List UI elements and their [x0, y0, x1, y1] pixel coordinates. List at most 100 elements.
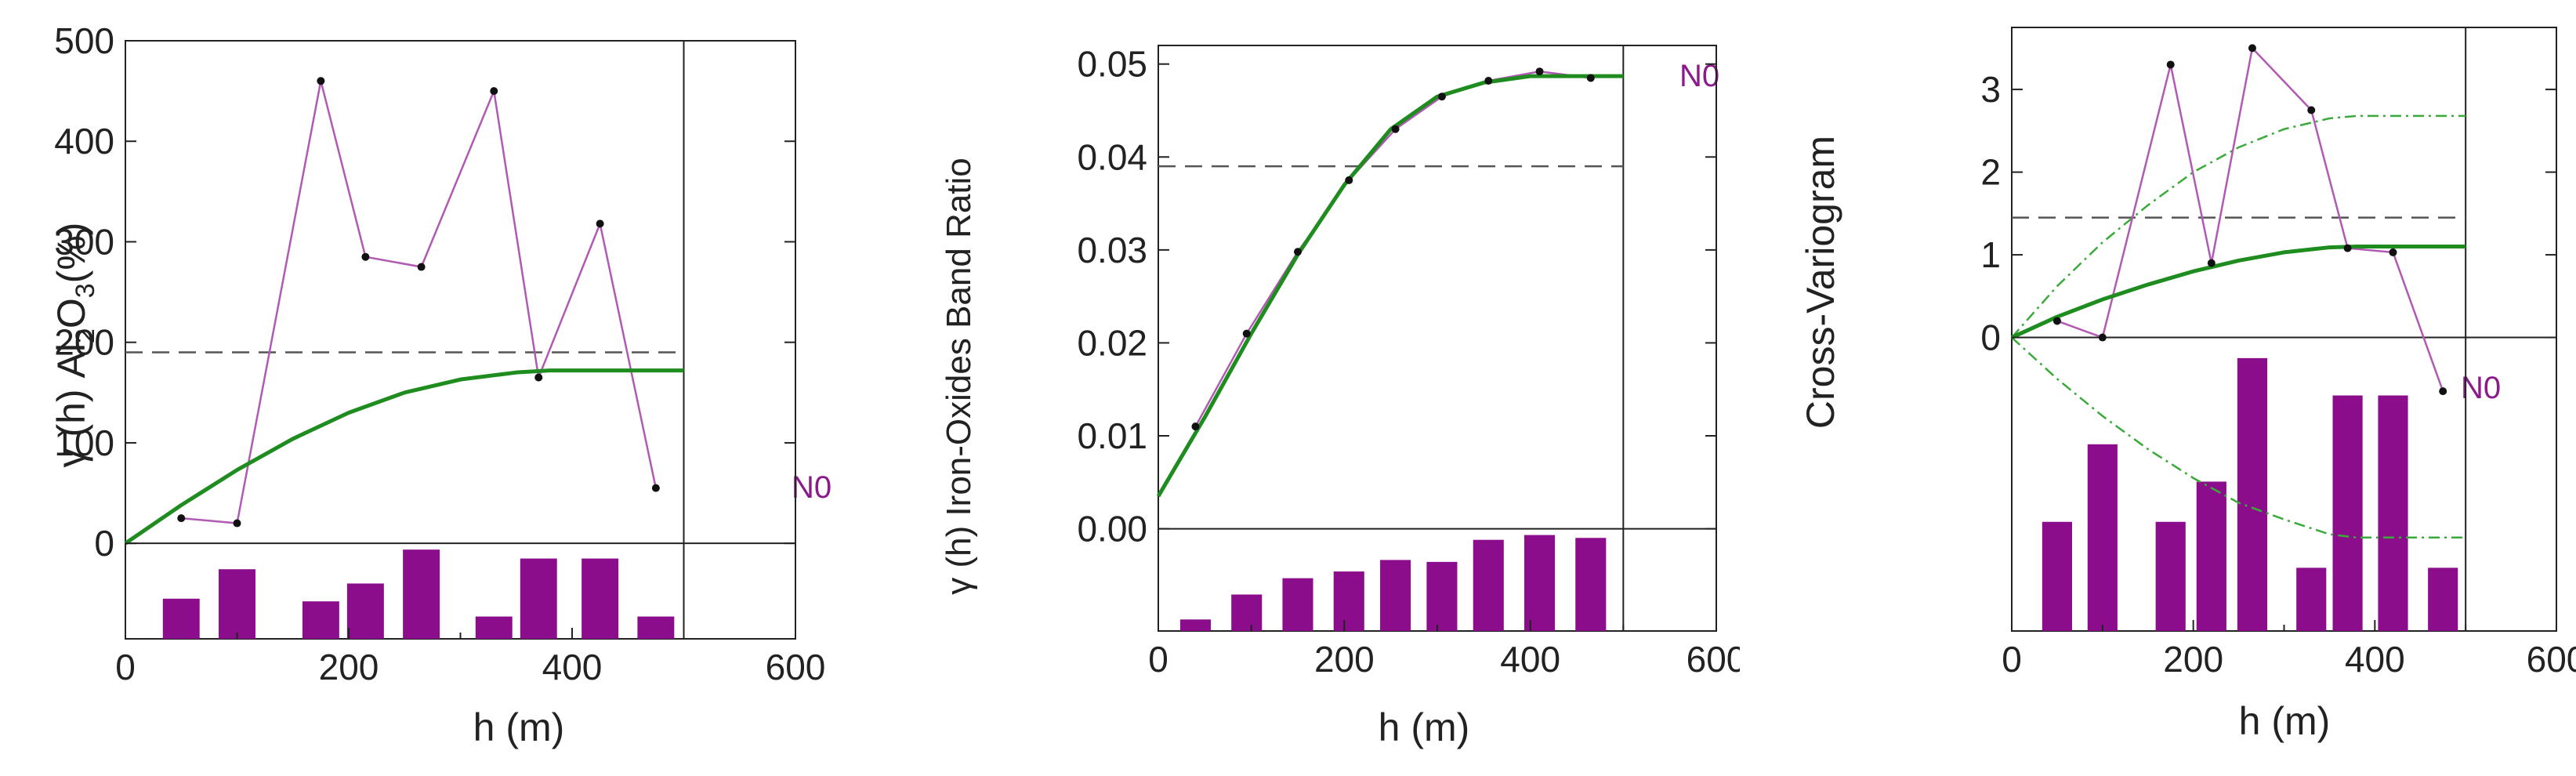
iron-oxides-pair-count-bar: [1426, 561, 1458, 631]
iron-oxides-y-tick-label: 0.04: [1077, 136, 1147, 177]
cross-variogram-pair-count-bar: [2155, 521, 2186, 631]
cross-variogram-experimental-line: [2056, 45, 2444, 392]
cross-variogram-pair-count-bar: [2196, 481, 2226, 631]
cross-variogram-chart: Cross-Variogram h (m) N0 0 200 400 600 0 1 2 3: [1799, 27, 2576, 743]
cross-variogram-x-tick-label: 400: [2345, 639, 2405, 680]
iron-oxides-x-tick-label: 400: [1500, 639, 1560, 680]
iron-oxides-y-tick-label: 0.03: [1077, 230, 1147, 270]
al2o3-experimental-point: [177, 514, 186, 523]
cross-variogram-model-line: [2010, 245, 2466, 339]
al2o3-n0-annotation: N0: [792, 470, 831, 505]
al2o3-pair-count-bar: [582, 558, 619, 639]
cross-variogram-experimental-point: [2343, 244, 2352, 252]
iron-oxides-experimental-point: [1586, 74, 1595, 82]
al2o3-variogram-chart: γ (h) Al2O3(%) h (m) N0 0 200 400 600 0 100 20…: [49, 20, 831, 749]
al2o3-pair-count-bar: [475, 616, 513, 639]
cross-variogram-y-tick-label: 1: [1980, 234, 2001, 275]
cross-variogram-experimental-point: [2098, 333, 2107, 342]
iron-oxides-pair-count-bar: [1282, 578, 1313, 631]
iron-oxides-x-tick-label: 0: [1148, 639, 1168, 680]
cross-variogram-pair-count-bar: [2237, 357, 2268, 631]
iron-oxides-y-axis-label: γ (h) Iron-Oxides Band Ratio: [940, 158, 978, 595]
al2o3-experimental-point: [596, 219, 604, 228]
al2o3-experimental-point: [233, 519, 241, 528]
al2o3-experimental-point: [651, 484, 660, 492]
al2o3-experimental-point: [317, 77, 325, 85]
al2o3-x-tick-label: 0: [115, 647, 136, 687]
cross-variogram-x-tick-label: 200: [2163, 639, 2223, 680]
iron-oxides-pair-count-bar: [1473, 539, 1504, 631]
iron-oxides-pair-count-bar: [1575, 538, 1607, 631]
al2o3-y-tick-label: 100: [54, 422, 114, 463]
iron-oxides-x-axis-label: h (m): [1379, 705, 1470, 749]
al2o3-experimental-point: [417, 263, 426, 271]
cross-variogram-envelope-upper-line: [2011, 114, 2466, 339]
cross-variogram-pair-count-bar: [2332, 395, 2363, 631]
cross-variogram-experimental-point: [2389, 248, 2397, 256]
cross-variogram-y-tick-label: 2: [1980, 152, 2001, 193]
al2o3-pair-count-bar: [346, 583, 384, 639]
al2o3-model-line: [124, 368, 684, 546]
cross-variogram-x-axis-label: h (m): [2239, 699, 2331, 743]
iron-oxides-pair-count-bar: [1179, 619, 1212, 631]
al2o3-pair-count-bar: [403, 549, 440, 639]
al2o3-pair-count-bar: [162, 598, 200, 639]
al2o3-y-tick-label: 300: [54, 221, 114, 262]
iron-oxides-experimental-point: [1345, 176, 1353, 184]
iron-oxides-y-tick-label: 0.01: [1077, 415, 1147, 456]
cross-variogram-x-tick-label: 0: [2002, 639, 2022, 680]
iron-oxides-plot-frame: [1158, 45, 1717, 632]
al2o3-y-axis-label: γ (h) Al2O3(%): [49, 223, 100, 468]
iron-oxides-x-tick-label: 600: [1687, 639, 1740, 680]
cross-variogram-experimental-point: [2207, 259, 2216, 267]
chart-panel-cross-variogram: Cross-Variogram h (m) N0 0 200 400 600 0 1 2 3: [1740, 0, 2576, 772]
al2o3-pair-count-bar: [520, 558, 557, 639]
iron-oxides-pair-count-bar: [1380, 560, 1411, 631]
chart-panel-al2o3: γ (h) Al2O3(%) h (m) N0 0 200 400 600 0 100 20…: [0, 0, 878, 772]
cross-variogram-experimental-point: [2307, 106, 2316, 114]
al2o3-x-tick-label: 600: [766, 647, 826, 687]
iron-oxides-y-tick-label: 0.02: [1077, 322, 1147, 363]
al2o3-y-tick-label: 0: [94, 523, 114, 564]
iron-oxides-experimental-point: [1391, 125, 1400, 133]
iron-oxides-experimental-point: [1535, 67, 1544, 76]
iron-oxides-pair-count-bar: [1231, 594, 1263, 631]
al2o3-x-tick-label: 200: [319, 647, 379, 687]
cross-variogram-pair-count-bar: [2378, 395, 2408, 631]
iron-oxides-x-tick-label: 200: [1314, 639, 1375, 680]
iron-oxides-experimental-point: [1242, 329, 1251, 338]
al2o3-pair-count-bar: [219, 569, 255, 639]
cross-variogram-y-tick-label: 3: [1980, 69, 2001, 110]
svg-text:γ (h) Al2O3(%): γ (h) Al2O3(%): [49, 223, 100, 468]
al2o3-y-tick-label: 200: [54, 322, 114, 363]
cross-variogram-experimental-point: [2166, 60, 2175, 69]
al2o3-x-axis-label: h (m): [473, 705, 565, 749]
cross-variogram-x-tick-label: 600: [2527, 639, 2576, 680]
cross-variogram-pair-count-bar: [2428, 567, 2458, 631]
al2o3-y-tick-label: 500: [54, 20, 114, 61]
cross-variogram-y-axis-label: Cross-Variogram: [1799, 136, 1842, 429]
cross-variogram-pair-count-bar: [2042, 521, 2072, 631]
iron-oxides-y-tick-label: 0.05: [1077, 44, 1147, 85]
iron-oxides-y-tick-label: 0.00: [1077, 509, 1147, 549]
al2o3-x-tick-label: 400: [542, 647, 603, 687]
iron-oxides-pair-count-bar: [1333, 571, 1364, 631]
al2o3-experimental-point: [534, 373, 543, 382]
iron-oxides-experimental-point: [1484, 77, 1493, 85]
al2o3-plot-frame: [125, 40, 796, 640]
cross-variogram-experimental-point: [2439, 387, 2447, 396]
iron-oxides-experimental-point: [1437, 92, 1446, 101]
al2o3-experimental-point: [490, 87, 498, 96]
cross-variogram-pair-count-bar: [2296, 567, 2327, 631]
cross-variogram-n0-annotation: N0: [2461, 371, 2501, 405]
cross-variogram-experimental-point: [2052, 317, 2061, 325]
iron-oxides-experimental-line: [1194, 70, 1591, 427]
iron-oxides-experimental-point: [1294, 248, 1302, 256]
iron-oxides-experimental-point: [1191, 422, 1200, 431]
al2o3-pair-count-bar: [637, 616, 675, 639]
cross-variogram-experimental-point: [2248, 44, 2256, 53]
cross-variogram-envelope-lower-line: [2011, 336, 2466, 539]
cross-variogram-y-tick-label: 0: [1980, 317, 2001, 358]
